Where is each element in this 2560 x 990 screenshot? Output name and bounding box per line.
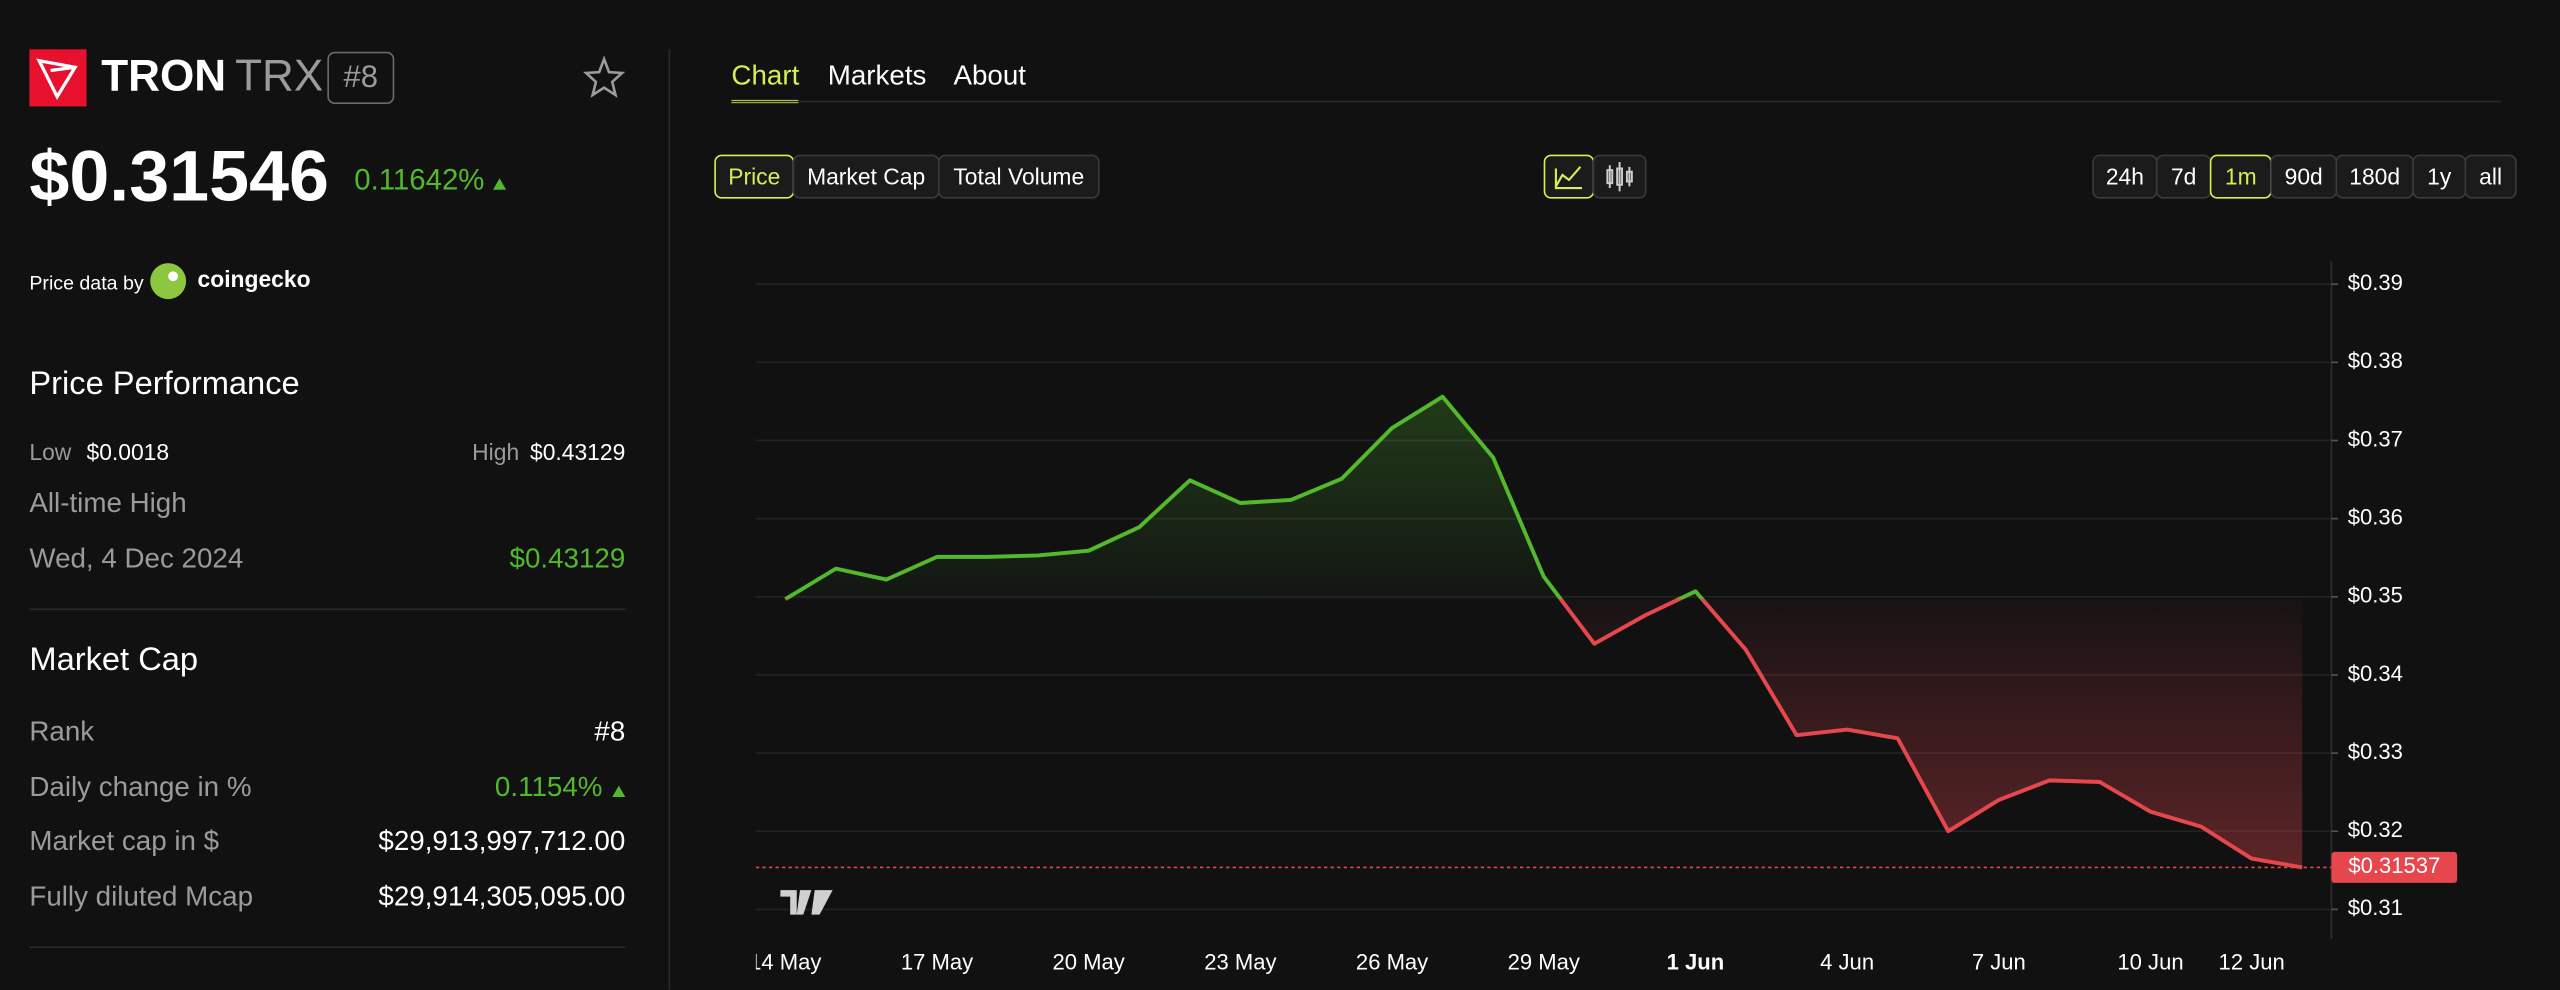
last-price-label: $0.31537 — [2348, 853, 2440, 878]
up-arrow — [612, 785, 626, 798]
coin-name: TRON — [101, 51, 226, 100]
tron-logo-mark — [36, 58, 78, 100]
row-value: $29,913,997,712.00 — [378, 825, 625, 856]
last-price-tag — [2331, 851, 2458, 883]
tab[interactable]: Markets — [828, 59, 927, 90]
x-tick-label: 7 Jun — [1972, 949, 2026, 974]
x-tick-label: 12 Jun — [2219, 949, 2285, 974]
y-tick-label: $0.35 — [2348, 583, 2403, 608]
range-button-label: 90d — [2285, 163, 2323, 189]
metric-buttons: Price Market Cap Total Volume — [714, 154, 1100, 199]
source-prefix: Price data by — [29, 273, 143, 295]
range-button-label: 1y — [2427, 163, 2452, 189]
y-tick-label: $0.32 — [2348, 817, 2403, 842]
up-arrow — [493, 178, 507, 190]
line-chart-button[interactable] — [1543, 154, 1595, 199]
x-tick-label: 20 May — [1053, 949, 1125, 974]
price-line — [784, 394, 2303, 870]
range-button-label: 180d — [2349, 163, 2400, 189]
range-buttons: 24h 7d 1m 90d 180d 1y all — [2092, 154, 2517, 199]
metric-button-label: Price — [728, 163, 780, 189]
ath-label: All-time High — [29, 487, 186, 518]
section-title: Market Cap — [29, 640, 198, 677]
left-panel: TRON TRX #8 $0.31546 0.11642% Price data… — [29, 49, 671, 990]
coin-symbol: TRX — [235, 51, 323, 100]
row-label: Fully diluted Mcap — [29, 881, 253, 912]
y-tick-label: $0.33 — [2348, 739, 2403, 764]
tab[interactable]: Chart — [731, 59, 799, 90]
tab[interactable]: About — [953, 59, 1026, 90]
row-value: $29,914,305,095.00 — [378, 881, 625, 912]
y-tick-label: $0.34 — [2348, 661, 2403, 686]
coingecko-eye — [168, 271, 178, 282]
candle-chart-icon — [1606, 161, 1633, 192]
x-tick-label: 29 May — [1508, 949, 1580, 974]
x-tick-label: 17 May — [901, 949, 973, 974]
y-tick-label: $0.37 — [2348, 426, 2403, 451]
x-tick-label: 14 May — [749, 949, 821, 974]
tradingview-logo — [780, 890, 833, 915]
range-button-label: 24h — [2106, 163, 2144, 189]
source-name: coingecko — [198, 266, 311, 292]
range-button[interactable] — [2464, 154, 2517, 199]
high-value: $0.43129 — [530, 439, 625, 465]
favorite-star[interactable] — [582, 55, 626, 98]
x-tick-label: 4 Jun — [1820, 949, 1874, 974]
range-button-label: all — [2479, 163, 2502, 189]
tabs: Chart Markets About — [731, 59, 1026, 104]
line-chart-icon — [1554, 166, 1583, 190]
row-value: #8 — [594, 716, 625, 747]
metric-button-label: Market Cap — [807, 163, 925, 189]
range-button-label: 1m — [2225, 163, 2257, 189]
range-button-label: 7d — [2171, 163, 2196, 189]
ath-date: Wed, 4 Dec 2024 — [29, 543, 243, 574]
row-label: Rank — [29, 716, 94, 747]
y-tick-label: $0.38 — [2348, 348, 2403, 373]
section-title: Price Performance — [29, 364, 299, 401]
high-label: High — [472, 439, 519, 465]
market-cap-rows: Rank #8 Daily change in % 0.1154% Market cap… — [29, 716, 626, 912]
row-label: Market cap in $ — [29, 825, 219, 856]
x-tick-label: 26 May — [1356, 949, 1428, 974]
ath-value: $0.43129 — [510, 543, 626, 574]
price-change: 0.11642% — [354, 163, 484, 196]
x-axis-labels: 14 May 17 May 20 May 23 May 26 May 29 May 1 Ju… — [749, 949, 2285, 974]
y-tick-label: $0.36 — [2348, 504, 2403, 529]
chart: $0.39 $0.38 $0.37 $0.36 $0.35 $0.34 $0.33 $0.32… — [749, 261, 2458, 974]
x-tick-label: 10 Jun — [2117, 949, 2183, 974]
x-tick-label: 1 Jun — [1667, 949, 1725, 974]
x-tick-label: 23 May — [1204, 949, 1276, 974]
metric-button[interactable] — [937, 154, 1100, 199]
rank-badge — [327, 51, 395, 104]
rank-badge-text: #8 — [344, 59, 379, 94]
metric-button-label: Total Volume — [953, 163, 1084, 189]
low-label: Low — [29, 439, 71, 465]
coingecko-logo — [150, 263, 187, 300]
low-value: $0.0018 — [87, 439, 170, 465]
y-tick-label: $0.31 — [2348, 895, 2403, 920]
row-value: 0.1154% — [495, 771, 602, 802]
row-label: Daily change in % — [29, 771, 251, 802]
price: $0.31546 — [29, 136, 329, 216]
y-tick-label: $0.39 — [2348, 270, 2403, 295]
area — [785, 396, 2303, 868]
